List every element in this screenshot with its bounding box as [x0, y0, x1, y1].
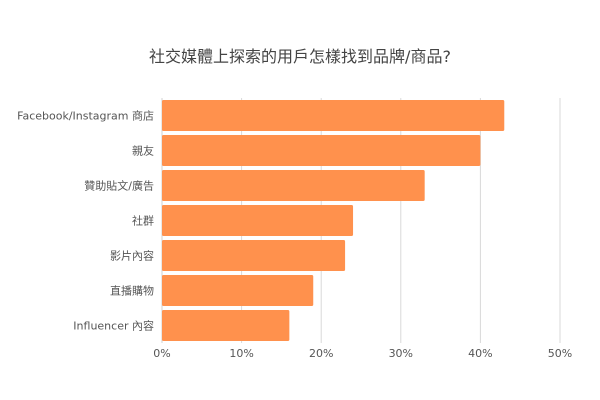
- category-label-6: Influencer 內容: [73, 319, 154, 333]
- bar-6: [162, 310, 290, 341]
- category-labels: Facebook/Instagram 商店親友贊助貼文/廣告社群影片內容直播購物…: [17, 109, 154, 333]
- bar-4: [162, 240, 346, 271]
- category-label-5: 直播購物: [110, 284, 154, 298]
- chart-title: 社交媒體上探索的用戶怎樣找到品牌/商品?: [149, 47, 451, 66]
- x-tick-label-4: 40%: [468, 347, 492, 360]
- x-tick-label-1: 10%: [229, 347, 253, 360]
- x-tick-label-5: 50%: [548, 347, 572, 360]
- bar-0: [162, 100, 505, 131]
- x-tick-label-3: 30%: [389, 347, 413, 360]
- category-label-3: 社群: [132, 214, 154, 228]
- bar-1: [162, 135, 481, 166]
- x-tick-label-0: 0%: [153, 347, 170, 360]
- bar-series: [162, 100, 505, 341]
- bar-5: [162, 275, 314, 306]
- x-tick-label-2: 20%: [309, 347, 333, 360]
- category-label-4: 影片內容: [110, 249, 154, 263]
- x-axis-tick-labels: 0% 10% 20% 30% 40% 50%: [153, 347, 572, 360]
- bar-3: [162, 205, 354, 236]
- bar-2: [162, 170, 425, 201]
- category-label-2: 贊助貼文/廣告: [84, 179, 154, 193]
- category-label-1: 親友: [132, 144, 154, 158]
- category-label-0: Facebook/Instagram 商店: [17, 109, 154, 123]
